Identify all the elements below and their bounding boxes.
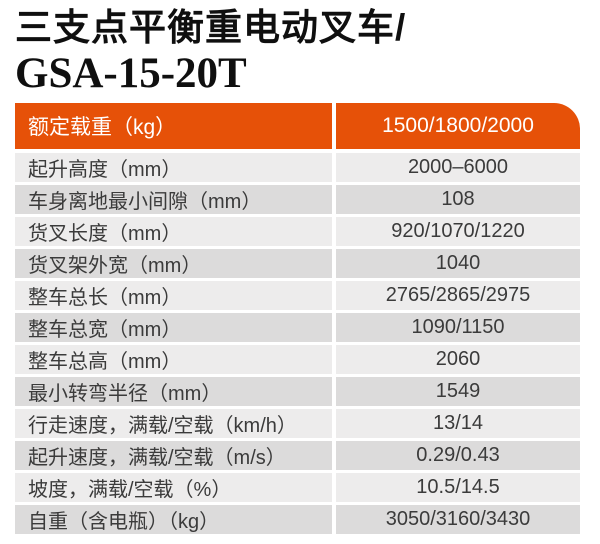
table-row: 车身离地最小间隙（mm） 108: [15, 185, 580, 214]
table-row: 整车总宽（mm） 1090/1150: [15, 313, 580, 342]
spec-value: 1040: [336, 249, 580, 278]
spec-label: 起升高度（mm）: [15, 153, 332, 182]
spec-value: 920/1070/1220: [336, 217, 580, 246]
spec-label: 整车总宽（mm）: [15, 313, 332, 342]
spec-value: 2765/2865/2975: [336, 281, 580, 310]
spec-value: 1090/1150: [336, 313, 580, 342]
spec-label: 车身离地最小间隙（mm）: [15, 185, 332, 214]
spec-value: 1549: [336, 377, 580, 406]
header-label: 额定载重（kg）: [15, 103, 332, 149]
spec-label: 最小转弯半径（mm）: [15, 377, 332, 406]
table-row: 坡度，满载/空载（%） 10.5/14.5: [15, 473, 580, 502]
page-title: 三支点平衡重电动叉车/ GSA-15-20T: [0, 0, 600, 98]
spec-label: 货叉架外宽（mm）: [15, 249, 332, 278]
spec-value: 10.5/14.5: [336, 473, 580, 502]
spec-label: 行走速度，满载/空载（km/h）: [15, 409, 332, 438]
table-row: 自重（含电瓶）（kg） 3050/3160/3430: [15, 505, 580, 534]
table-row: 货叉架外宽（mm） 1040: [15, 249, 580, 278]
spec-value: 13/14: [336, 409, 580, 438]
spec-value: 108: [336, 185, 580, 214]
table-row: 整车总长（mm） 2765/2865/2975: [15, 281, 580, 310]
product-name: 三支点平衡重电动叉车/: [15, 7, 407, 48]
spec-value: 0.29/0.43: [336, 441, 580, 470]
spec-label: 整车总长（mm）: [15, 281, 332, 310]
table-row: 最小转弯半径（mm） 1549: [15, 377, 580, 406]
spec-table: 额定载重（kg） 1500/1800/2000 起升高度（mm） 2000–60…: [15, 103, 580, 537]
spec-label: 自重（含电瓶）（kg）: [15, 505, 332, 534]
table-row: 起升速度，满载/空载（m/s） 0.29/0.43: [15, 441, 580, 470]
spec-label: 起升速度，满载/空载（m/s）: [15, 441, 332, 470]
table-header-row: 额定载重（kg） 1500/1800/2000: [15, 103, 580, 149]
spec-label: 整车总高（mm）: [15, 345, 332, 374]
spec-label: 坡度，满载/空载（%）: [15, 473, 332, 502]
table-body: 起升高度（mm） 2000–6000 车身离地最小间隙（mm） 108 货叉长度…: [15, 153, 580, 534]
spec-value: 2060: [336, 345, 580, 374]
table-row: 整车总高（mm） 2060: [15, 345, 580, 374]
table-row: 货叉长度（mm） 920/1070/1220: [15, 217, 580, 246]
table-row: 起升高度（mm） 2000–6000: [15, 153, 580, 182]
model-number: GSA-15-20T: [15, 50, 247, 97]
spec-value: 3050/3160/3430: [336, 505, 580, 534]
spec-label: 货叉长度（mm）: [15, 217, 332, 246]
header-value: 1500/1800/2000: [336, 103, 580, 149]
spec-value: 2000–6000: [336, 153, 580, 182]
table-row: 行走速度，满载/空载（km/h） 13/14: [15, 409, 580, 438]
